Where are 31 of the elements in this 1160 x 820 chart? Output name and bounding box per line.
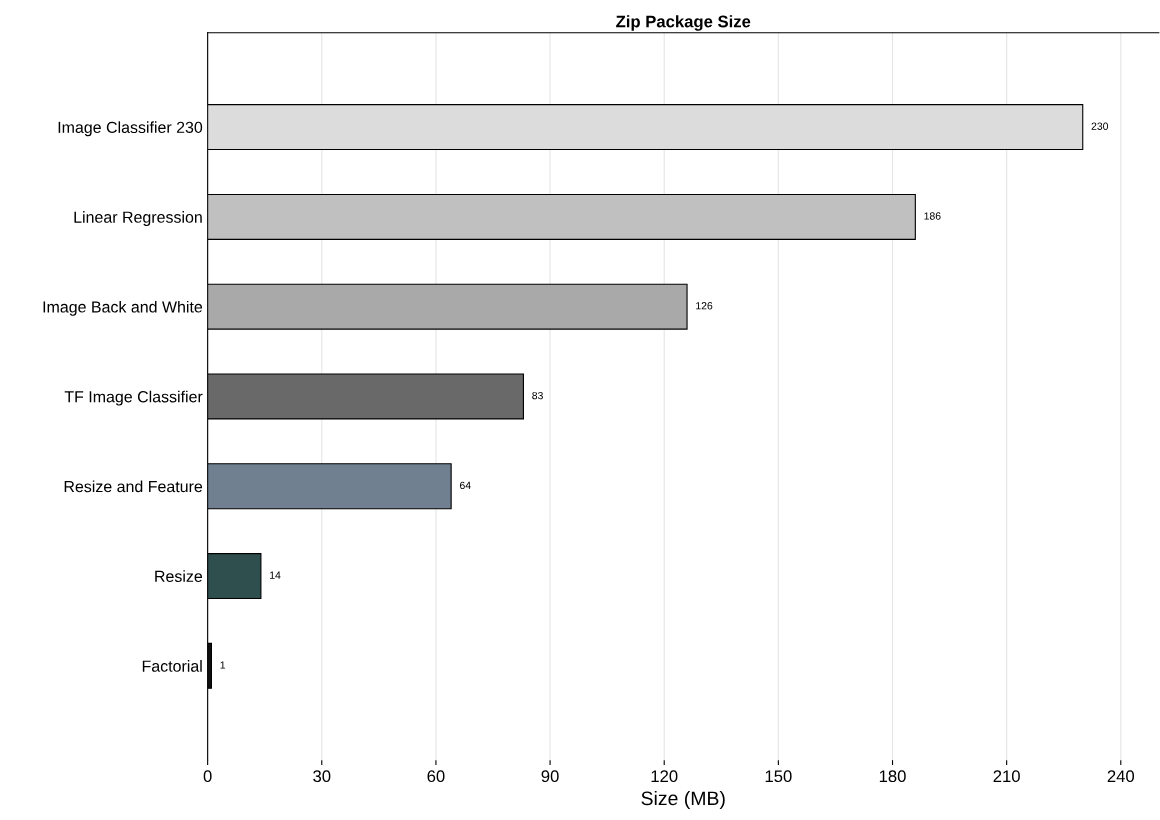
- data-label: 14: [270, 571, 281, 579]
- bar: [207, 553, 262, 600]
- data-label: 126: [696, 302, 713, 310]
- y-tick-label: Linear Regression: [74, 211, 202, 226]
- y-tick-label: TF Image Classifier: [64, 390, 203, 406]
- y-tick-label: Resize and Feature: [64, 480, 203, 493]
- x-tick-label: 90: [541, 770, 559, 783]
- bar: [207, 642, 212, 689]
- x-tick-label: 30: [313, 770, 331, 783]
- bar: [207, 373, 524, 420]
- bar: [207, 463, 452, 510]
- x-tick-label: 120: [651, 770, 678, 783]
- x-axis-title: Size (MB): [641, 790, 725, 810]
- x-tick-label: 210: [993, 770, 1020, 783]
- bar: [207, 283, 688, 330]
- x-tick-label: 180: [879, 770, 906, 783]
- y-tick-label: Image Back and White: [43, 300, 203, 316]
- data-label: 1: [220, 661, 226, 669]
- data-label: 230: [1091, 122, 1109, 130]
- x-tick-label: 150: [765, 770, 792, 783]
- bar: [207, 193, 916, 240]
- y-tick-label: Image Classifier 230: [58, 121, 203, 137]
- chart-title: Zip Package Size: [616, 15, 751, 31]
- x-tick-label: 60: [427, 770, 445, 783]
- y-tick-label: Factorial: [142, 660, 202, 672]
- data-label: 64: [460, 481, 471, 490]
- x-tick-label: 0: [203, 770, 212, 783]
- data-label: 186: [924, 212, 941, 220]
- data-label: 83: [532, 391, 543, 400]
- y-tick-label: Resize: [155, 570, 203, 582]
- x-tick-label: 240: [1107, 770, 1135, 783]
